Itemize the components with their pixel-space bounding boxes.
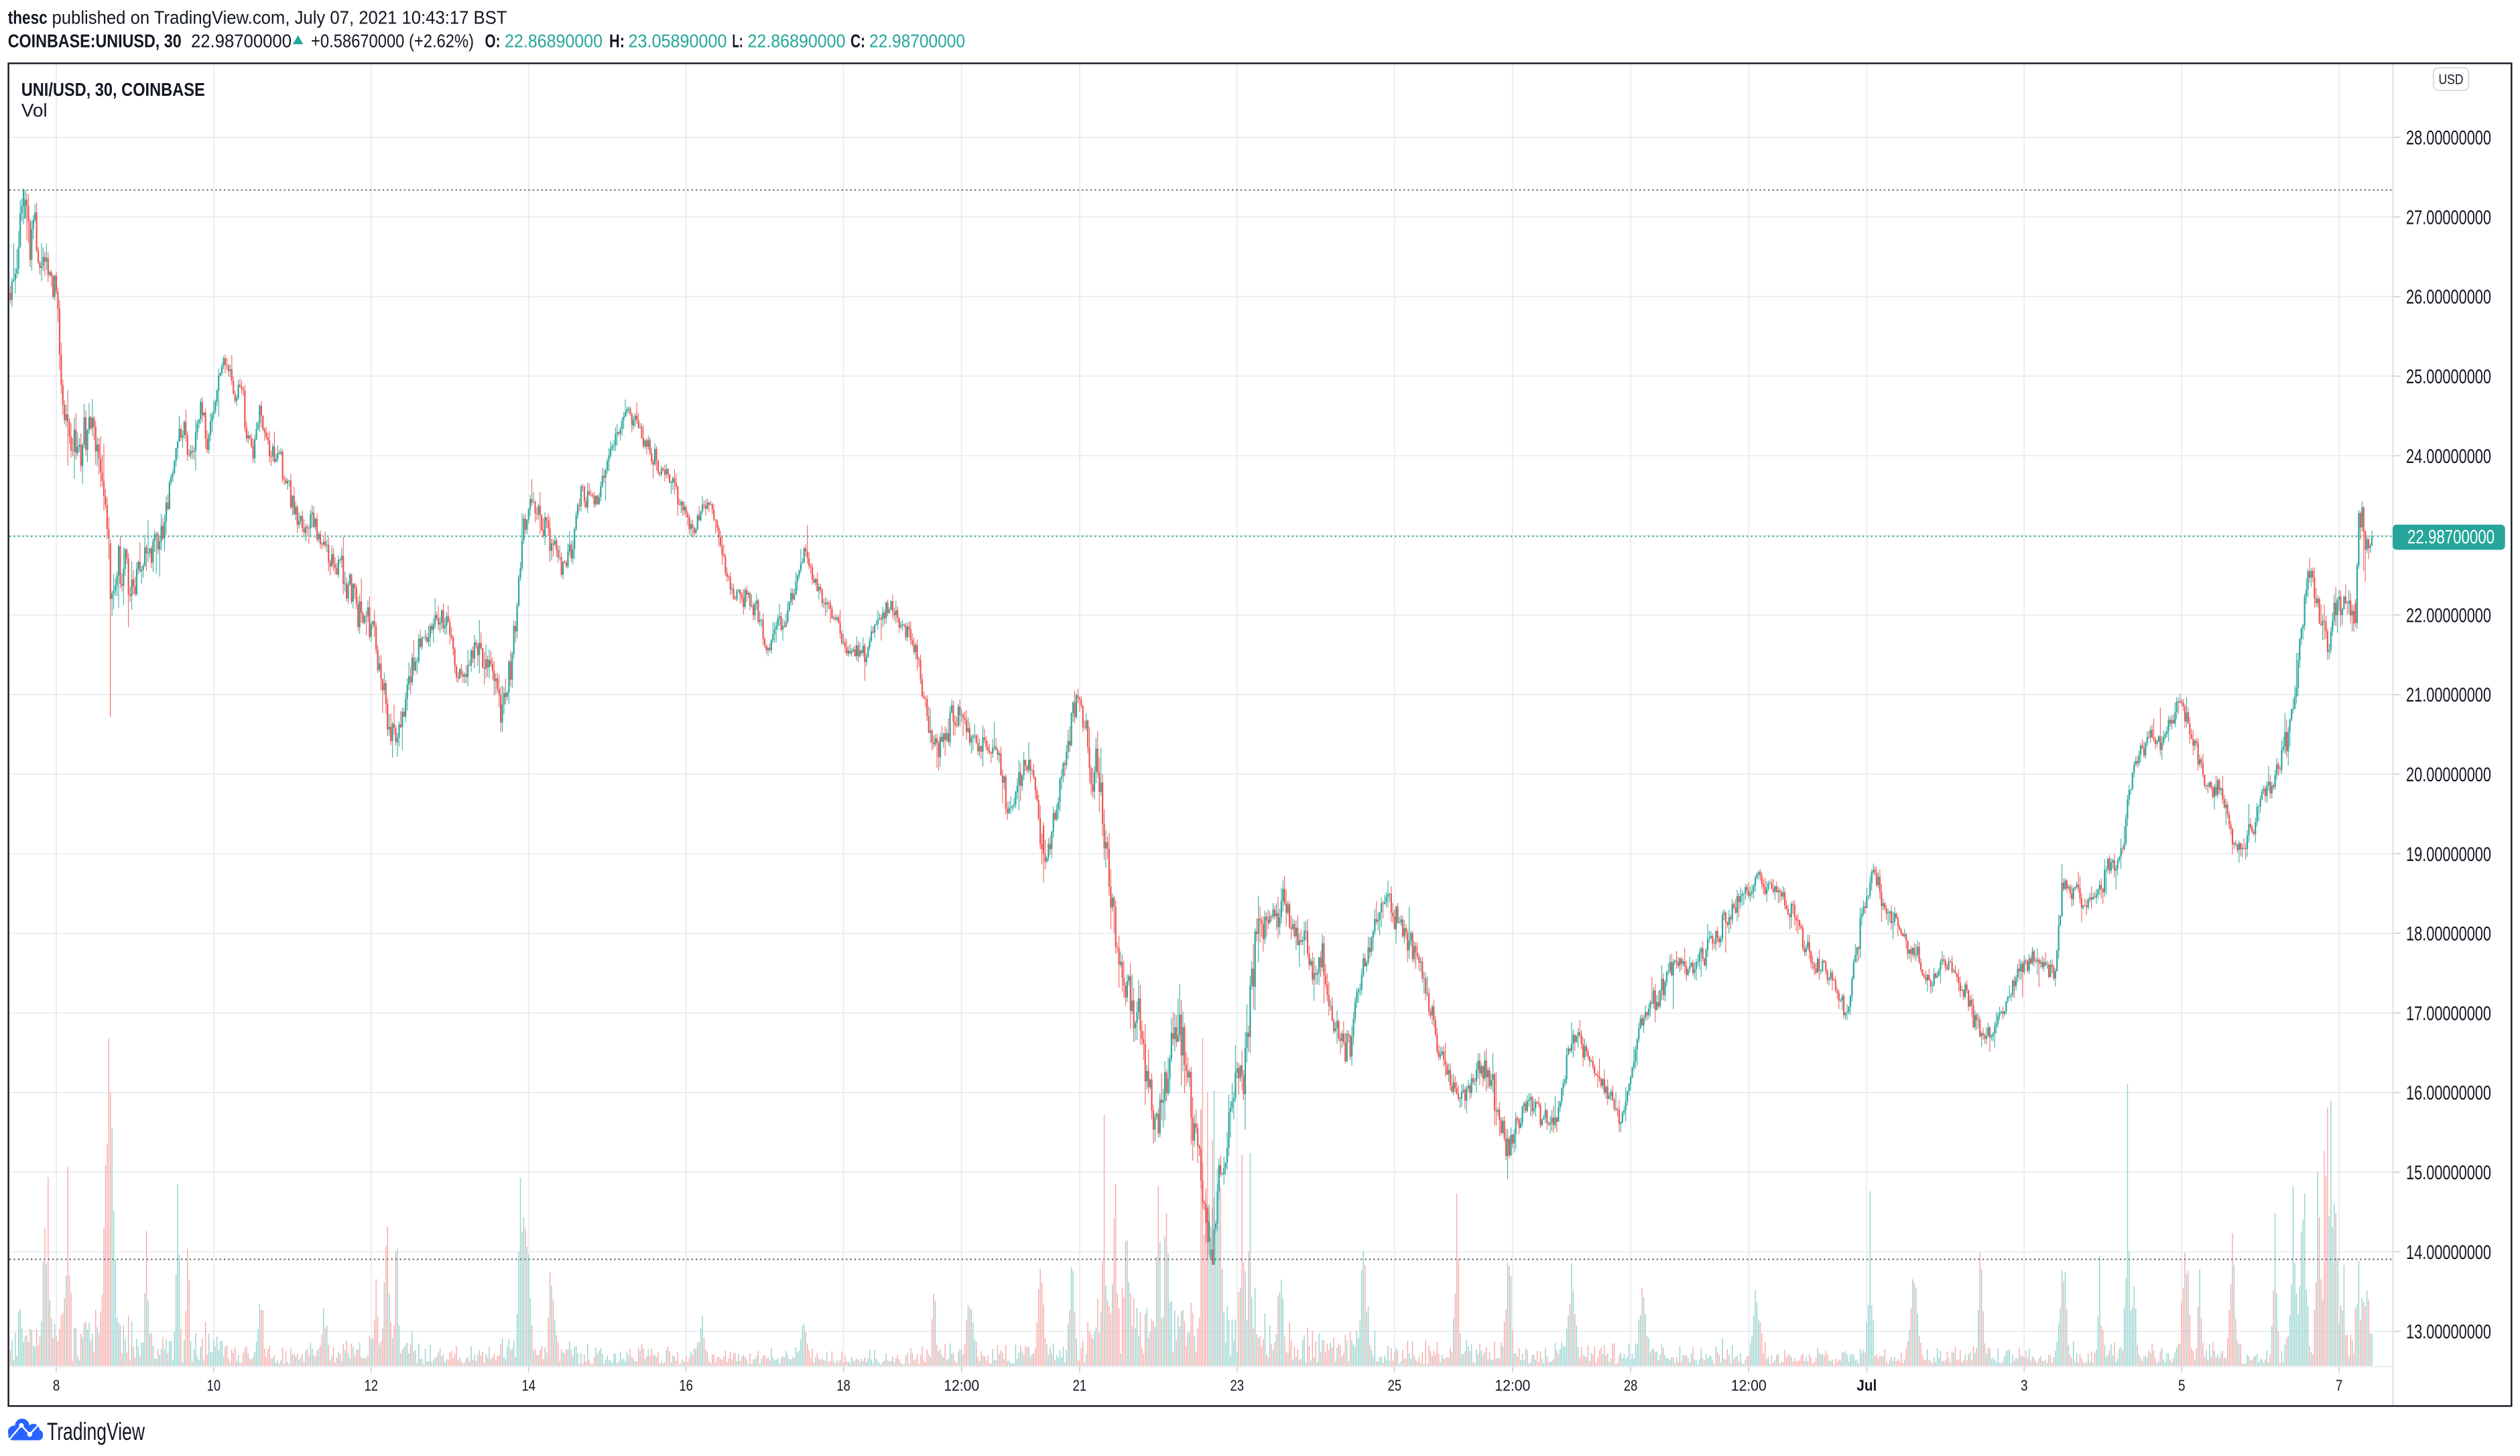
svg-text:22.86890000: 22.86890000	[748, 31, 846, 52]
svg-text:Jul: Jul	[1856, 1377, 1877, 1394]
svg-text:25: 25	[1387, 1377, 1401, 1394]
svg-text:H:: H:	[609, 31, 625, 52]
svg-text:22.98700000: 22.98700000	[191, 31, 292, 52]
svg-text:26.00000000: 26.00000000	[2406, 286, 2491, 308]
svg-text:22.98700000: 22.98700000	[869, 31, 965, 52]
svg-text:24.00000000: 24.00000000	[2406, 446, 2491, 468]
svg-text:12:00: 12:00	[1731, 1377, 1767, 1394]
svg-text:10: 10	[207, 1377, 221, 1394]
svg-text:+0.58670000 (+2.62%): +0.58670000 (+2.62%)	[311, 31, 474, 52]
svg-text:25.00000000: 25.00000000	[2406, 366, 2491, 388]
svg-text:USD: USD	[2439, 72, 2464, 88]
svg-text:14: 14	[521, 1377, 536, 1394]
svg-text:23.05890000: 23.05890000	[629, 31, 727, 52]
svg-text:TradingView: TradingView	[47, 1418, 145, 1445]
svg-text:L:: L:	[733, 31, 743, 52]
svg-text:Vol: Vol	[21, 100, 48, 121]
svg-text:published on TradingView.com,: published on TradingView.com, July 07, 2…	[52, 7, 507, 28]
svg-text:13.00000000: 13.00000000	[2406, 1321, 2491, 1343]
svg-text:22.98700000: 22.98700000	[2407, 527, 2495, 548]
svg-text:18: 18	[836, 1377, 850, 1394]
svg-text:8: 8	[53, 1377, 60, 1394]
svg-text:7: 7	[2336, 1377, 2343, 1394]
svg-text:15.00000000: 15.00000000	[2406, 1162, 2491, 1184]
svg-text:20.00000000: 20.00000000	[2406, 764, 2491, 786]
svg-text:O:: O:	[485, 31, 501, 52]
svg-text:5: 5	[2178, 1377, 2186, 1394]
svg-text:14.00000000: 14.00000000	[2406, 1242, 2491, 1264]
svg-text:21: 21	[1073, 1377, 1087, 1394]
svg-text:18.00000000: 18.00000000	[2406, 923, 2491, 945]
svg-text:12:00: 12:00	[1495, 1377, 1530, 1394]
svg-text:27.00000000: 27.00000000	[2406, 206, 2491, 228]
svg-text:22.00000000: 22.00000000	[2406, 604, 2491, 626]
svg-text:28.00000000: 28.00000000	[2406, 127, 2491, 149]
svg-text:3: 3	[2021, 1377, 2028, 1394]
svg-text:UNI/USD, 30, COINBASE: UNI/USD, 30, COINBASE	[21, 79, 205, 100]
svg-text:17.00000000: 17.00000000	[2406, 1002, 2491, 1024]
svg-text:28: 28	[1624, 1377, 1638, 1394]
svg-text:C:: C:	[850, 31, 865, 52]
svg-text:16: 16	[679, 1377, 693, 1394]
svg-text:16.00000000: 16.00000000	[2406, 1082, 2491, 1104]
svg-text:12:00: 12:00	[944, 1377, 979, 1394]
svg-text:22.86890000: 22.86890000	[505, 31, 603, 52]
svg-text:COINBASE:UNIUSD, 30: COINBASE:UNIUSD, 30	[8, 31, 182, 52]
svg-text:23: 23	[1231, 1377, 1245, 1394]
svg-text:thesc: thesc	[8, 7, 48, 28]
svg-text:19.00000000: 19.00000000	[2406, 844, 2491, 866]
svg-text:12: 12	[365, 1377, 379, 1394]
svg-text:21.00000000: 21.00000000	[2406, 684, 2491, 706]
